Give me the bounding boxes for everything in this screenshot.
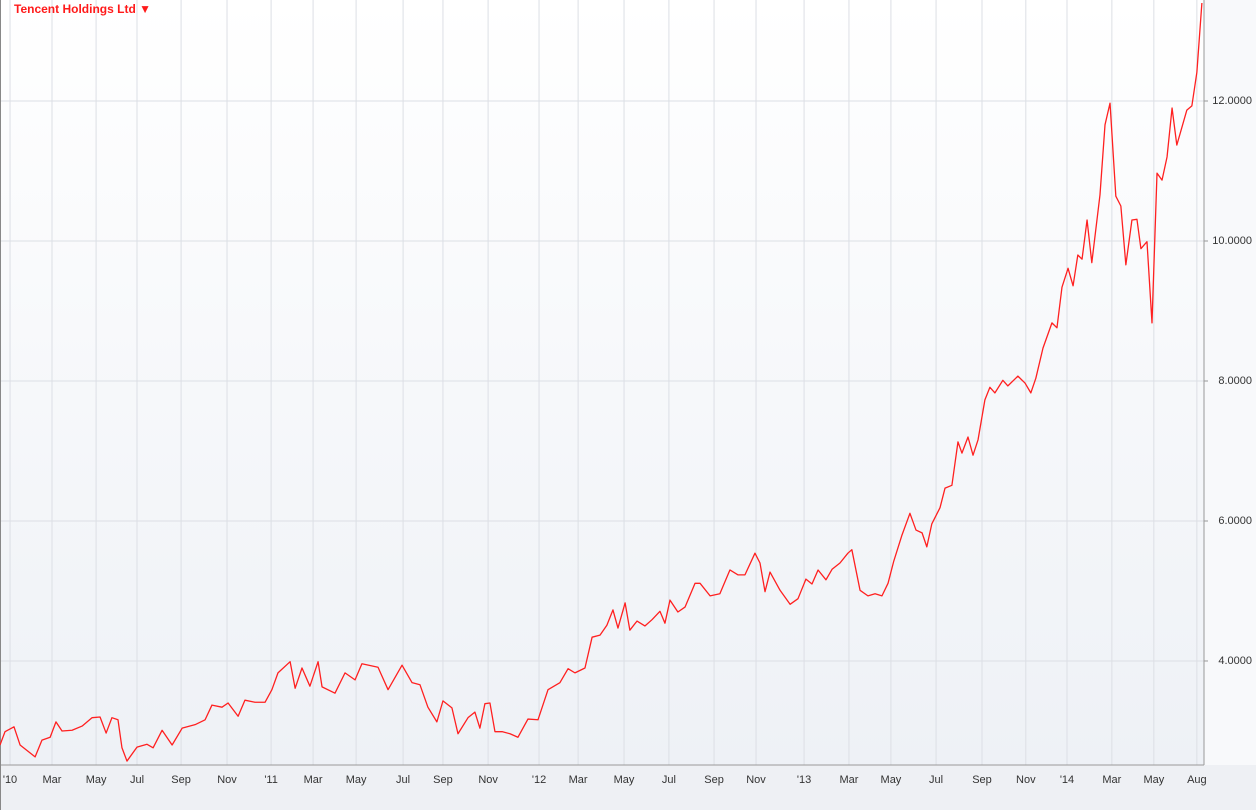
x-tick-label: May <box>614 774 635 786</box>
x-tick-label: Sep <box>171 774 191 786</box>
x-tick-label: Mar <box>304 774 323 786</box>
x-tick-label: Aug <box>1187 774 1207 786</box>
x-tick-label: Jul <box>130 774 144 786</box>
x-tick-label: Nov <box>217 774 237 786</box>
x-tick-label: May <box>881 774 902 786</box>
x-tick-label: Nov <box>478 774 498 786</box>
x-tick-label: Nov <box>746 774 766 786</box>
y-tick-label: 6.0000 <box>1218 515 1252 527</box>
x-tick-label: Sep <box>704 774 724 786</box>
x-tick-label: '13 <box>797 774 811 786</box>
x-tick-label: Jul <box>662 774 676 786</box>
y-tick-label: 10.0000 <box>1212 235 1252 247</box>
x-tick-label: '11 <box>264 774 278 786</box>
x-tick-label: Nov <box>1016 774 1036 786</box>
axis-area <box>1204 0 1256 765</box>
x-tick-label: Mar <box>569 774 588 786</box>
x-tick-label: May <box>1143 774 1164 786</box>
x-tick-label: Jul <box>396 774 410 786</box>
y-tick-label: 12.0000 <box>1212 95 1252 107</box>
x-tick-label: Mar <box>839 774 858 786</box>
chart-title: Tencent Holdings Ltd ▼ <box>14 2 151 16</box>
price-line <box>0 2 1203 762</box>
x-tick-label: '10 <box>3 774 17 786</box>
x-tick-label: '14 <box>1060 774 1074 786</box>
x-tick-label: Sep <box>972 774 992 786</box>
plot-area <box>0 0 1204 765</box>
x-tick-label: Mar <box>43 774 62 786</box>
y-tick-label: 8.0000 <box>1218 375 1252 387</box>
x-tick-label: Mar <box>1102 774 1121 786</box>
y-tick-label: 4.0000 <box>1218 655 1252 667</box>
marks <box>0 2 1203 762</box>
x-tick-label: May <box>346 774 367 786</box>
x-tick-label: Sep <box>433 774 453 786</box>
x-tick-label: '12 <box>532 774 546 786</box>
x-tick-label: Jul <box>929 774 943 786</box>
x-tick-label: May <box>86 774 107 786</box>
